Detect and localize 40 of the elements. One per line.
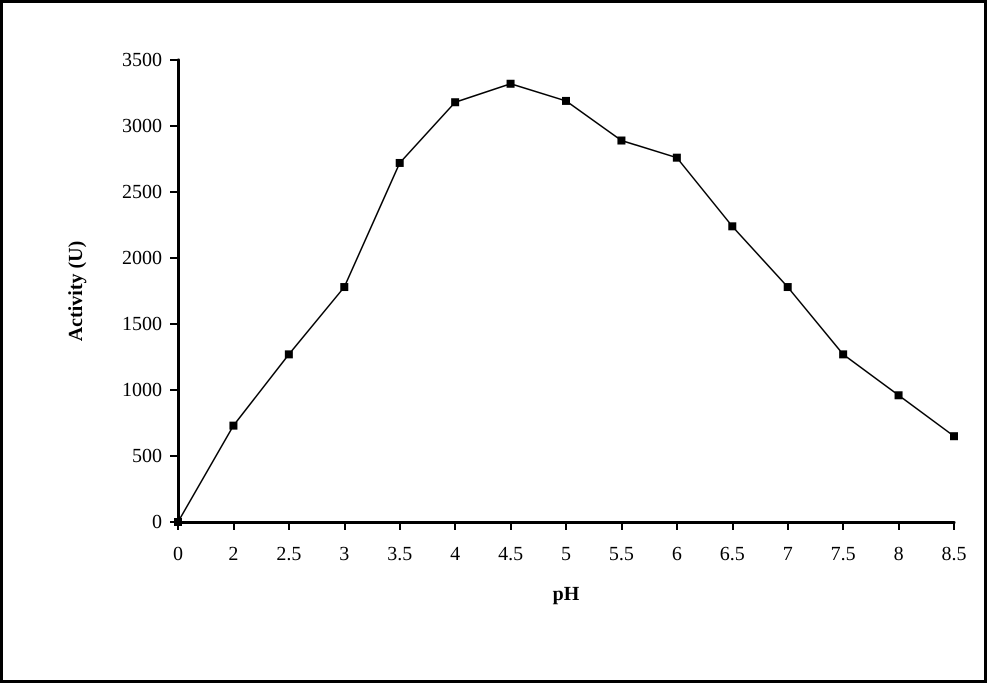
x-tick-label: 5 [561, 543, 571, 565]
y-tick-label: 2500 [122, 181, 162, 203]
x-axis-title: pH [552, 583, 580, 605]
y-axis-title: Activity (U) [65, 240, 87, 342]
point [396, 158, 404, 167]
y-tick-label: 3500 [122, 49, 162, 71]
y-tick-label: 3000 [122, 115, 162, 137]
point [562, 96, 570, 105]
point [451, 98, 460, 106]
y-tick-label: 0 [152, 511, 162, 533]
point [784, 283, 792, 292]
point [728, 222, 736, 230]
x-tick-label: 3 [339, 543, 350, 565]
x-tick-label: 0 [173, 543, 183, 565]
x-tick-label: 7 [782, 543, 793, 565]
point [506, 80, 515, 88]
point [894, 391, 903, 400]
point [617, 136, 626, 145]
point [229, 422, 238, 430]
x-tick-label: 6 [672, 543, 682, 565]
x-tick-label: 8.5 [942, 543, 966, 565]
y-tick-label: 1000 [122, 379, 162, 401]
point [839, 350, 848, 358]
y-tick-label: 2000 [122, 247, 162, 269]
x-tick-label: 2 [228, 543, 238, 565]
y-tick-label: 1500 [122, 313, 162, 335]
point [950, 432, 958, 440]
point [340, 283, 348, 292]
x-tick-label: 4.5 [498, 543, 524, 565]
x-tick-label: 2.5 [276, 543, 302, 565]
x-tick-label: 7.5 [830, 543, 856, 565]
x-tick-label: 4 [450, 543, 460, 565]
y-tick-label: 500 [132, 445, 162, 467]
point [174, 518, 182, 526]
x-tick-label: 5.5 [608, 543, 634, 565]
x-tick-label: 8 [894, 543, 904, 565]
x-tick-label: 6.5 [720, 543, 745, 565]
point [672, 154, 681, 162]
point [284, 350, 293, 358]
x-tick-label: 3.5 [387, 543, 412, 565]
